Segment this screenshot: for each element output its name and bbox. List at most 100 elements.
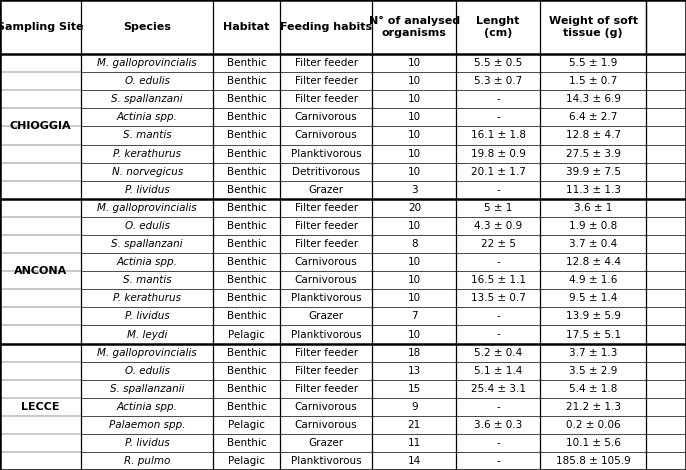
Text: 39.9 ± 7.5: 39.9 ± 7.5: [565, 167, 621, 177]
Text: ANCONA: ANCONA: [14, 266, 67, 276]
Text: 10: 10: [407, 167, 421, 177]
Text: 10: 10: [407, 58, 421, 68]
Text: S. spallanzani: S. spallanzani: [111, 239, 183, 249]
Text: 13.5 ± 0.7: 13.5 ± 0.7: [471, 293, 525, 303]
Text: M. galloprovincialis: M. galloprovincialis: [97, 348, 197, 358]
Text: -: -: [496, 438, 500, 448]
Text: 9.5 ± 1.4: 9.5 ± 1.4: [569, 293, 617, 303]
Text: 9: 9: [411, 402, 418, 412]
Text: 19.8 ± 0.9: 19.8 ± 0.9: [471, 149, 525, 158]
Text: S. mantis: S. mantis: [123, 275, 172, 285]
Text: Grazer: Grazer: [309, 185, 344, 195]
Text: P. kerathurus: P. kerathurus: [113, 149, 181, 158]
Text: Benthic: Benthic: [227, 94, 266, 104]
Text: 3.7 ± 1.3: 3.7 ± 1.3: [569, 348, 617, 358]
Text: 10: 10: [407, 131, 421, 141]
Text: 3: 3: [411, 185, 418, 195]
Text: Weight of soft
tissue (g): Weight of soft tissue (g): [549, 16, 637, 38]
Text: 1.5 ± 0.7: 1.5 ± 0.7: [569, 76, 617, 86]
Text: 14: 14: [407, 456, 421, 466]
Text: Benthic: Benthic: [227, 384, 266, 394]
Text: Carnivorous: Carnivorous: [295, 131, 357, 141]
Text: 11.3 ± 1.3: 11.3 ± 1.3: [565, 185, 621, 195]
Text: 27.5 ± 3.9: 27.5 ± 3.9: [565, 149, 621, 158]
Text: Habitat: Habitat: [224, 22, 270, 32]
Text: 10: 10: [407, 293, 421, 303]
Text: Actinia spp.: Actinia spp.: [117, 257, 178, 267]
Text: Feeding habits: Feeding habits: [280, 22, 372, 32]
Text: Actinia spp.: Actinia spp.: [117, 402, 178, 412]
Text: Grazer: Grazer: [309, 312, 344, 321]
Text: Planktivorous: Planktivorous: [291, 293, 362, 303]
Text: Grazer: Grazer: [309, 438, 344, 448]
Text: M. leydi: M. leydi: [127, 329, 167, 339]
Text: 7: 7: [411, 312, 418, 321]
Text: 16.1 ± 1.8: 16.1 ± 1.8: [471, 131, 525, 141]
Text: 6.4 ± 2.7: 6.4 ± 2.7: [569, 112, 617, 122]
Text: R. pulmo: R. pulmo: [124, 456, 170, 466]
Text: Benthic: Benthic: [227, 438, 266, 448]
Text: 11: 11: [407, 438, 421, 448]
Text: Carnivorous: Carnivorous: [295, 112, 357, 122]
Text: 13: 13: [407, 366, 421, 376]
Text: 18: 18: [407, 348, 421, 358]
Text: 16.5 ± 1.1: 16.5 ± 1.1: [471, 275, 525, 285]
Text: 22 ± 5: 22 ± 5: [480, 239, 516, 249]
Text: 185.8 ± 105.9: 185.8 ± 105.9: [556, 456, 630, 466]
Text: M. galloprovincialis: M. galloprovincialis: [97, 58, 197, 68]
Text: P. lividus: P. lividus: [125, 438, 169, 448]
Text: Actinia spp.: Actinia spp.: [117, 112, 178, 122]
Text: -: -: [496, 257, 500, 267]
Text: Filter feeder: Filter feeder: [294, 348, 358, 358]
Text: Carnivorous: Carnivorous: [295, 402, 357, 412]
Text: Benthic: Benthic: [227, 293, 266, 303]
Text: 25.4 ± 3.1: 25.4 ± 3.1: [471, 384, 525, 394]
Text: Planktivorous: Planktivorous: [291, 456, 362, 466]
Text: Carnivorous: Carnivorous: [295, 257, 357, 267]
Text: Benthic: Benthic: [227, 58, 266, 68]
Text: 5.5 ± 0.5: 5.5 ± 0.5: [474, 58, 522, 68]
Text: 1.9 ± 0.8: 1.9 ± 0.8: [569, 221, 617, 231]
Text: 21: 21: [407, 420, 421, 430]
Text: Carnivorous: Carnivorous: [295, 275, 357, 285]
Text: Planktivorous: Planktivorous: [291, 329, 362, 339]
Text: 14.3 ± 6.9: 14.3 ± 6.9: [565, 94, 621, 104]
Text: M. galloprovincialis: M. galloprovincialis: [97, 203, 197, 213]
Text: S. spallanzanii: S. spallanzanii: [110, 384, 185, 394]
Text: S. mantis: S. mantis: [123, 131, 172, 141]
Text: O. edulis: O. edulis: [125, 366, 169, 376]
Text: Palaemon spp.: Palaemon spp.: [109, 420, 185, 430]
Text: 4.9 ± 1.6: 4.9 ± 1.6: [569, 275, 617, 285]
Text: -: -: [496, 329, 500, 339]
Text: P. lividus: P. lividus: [125, 185, 169, 195]
Text: Benthic: Benthic: [227, 275, 266, 285]
Text: Benthic: Benthic: [227, 312, 266, 321]
Text: 10: 10: [407, 329, 421, 339]
Text: -: -: [496, 94, 500, 104]
Text: 5.3 ± 0.7: 5.3 ± 0.7: [474, 76, 522, 86]
Text: 8: 8: [411, 239, 418, 249]
Text: 4.3 ± 0.9: 4.3 ± 0.9: [474, 221, 522, 231]
Text: Lenght
(cm): Lenght (cm): [476, 16, 520, 38]
Text: 0.2 ± 0.06: 0.2 ± 0.06: [566, 420, 620, 430]
Text: 5.5 ± 1.9: 5.5 ± 1.9: [569, 58, 617, 68]
Text: O. edulis: O. edulis: [125, 76, 169, 86]
Text: Benthic: Benthic: [227, 167, 266, 177]
Text: 10.1 ± 5.6: 10.1 ± 5.6: [566, 438, 620, 448]
Text: Filter feeder: Filter feeder: [294, 239, 358, 249]
Text: 12.8 ± 4.4: 12.8 ± 4.4: [565, 257, 621, 267]
Text: Filter feeder: Filter feeder: [294, 221, 358, 231]
Text: Filter feeder: Filter feeder: [294, 203, 358, 213]
Text: Filter feeder: Filter feeder: [294, 384, 358, 394]
Text: Benthic: Benthic: [227, 203, 266, 213]
Text: Pelagic: Pelagic: [228, 329, 265, 339]
Text: 10: 10: [407, 221, 421, 231]
Text: Species: Species: [123, 22, 171, 32]
Text: -: -: [496, 185, 500, 195]
Text: -: -: [496, 402, 500, 412]
Text: -: -: [496, 456, 500, 466]
Text: 10: 10: [407, 275, 421, 285]
Text: Filter feeder: Filter feeder: [294, 76, 358, 86]
Text: 10: 10: [407, 257, 421, 267]
Text: Planktivorous: Planktivorous: [291, 149, 362, 158]
